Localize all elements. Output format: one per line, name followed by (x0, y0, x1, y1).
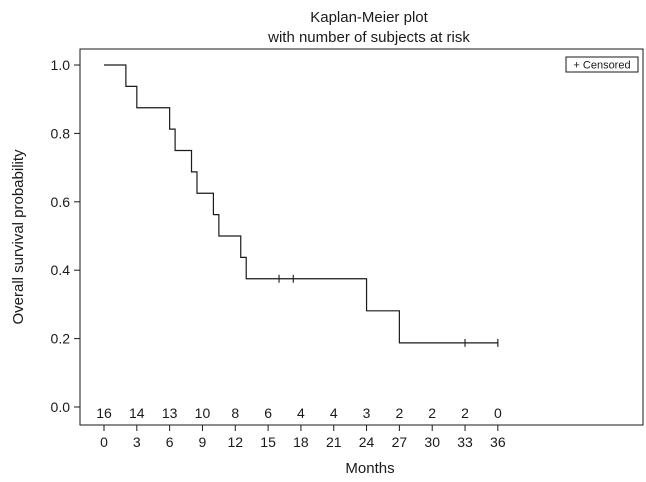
at-risk-count: 10 (195, 405, 211, 421)
at-risk-count: 2 (395, 405, 403, 421)
at-risk-count: 6 (264, 405, 272, 421)
y-tick-label: 0.6 (51, 194, 71, 210)
x-tick-label: 15 (260, 434, 276, 450)
x-tick-label: 24 (359, 434, 375, 450)
chart-title-line-2: with number of subjects at risk (267, 29, 470, 46)
y-tick-label: 0.8 (51, 125, 71, 141)
at-risk-count: 4 (297, 405, 305, 421)
x-axis-label: Months (345, 460, 394, 477)
at-risk-count: 3 (363, 405, 371, 421)
y-axis-ticks: 0.0 0.2 0.4 0.6 0.8 1.0 (51, 57, 80, 415)
at-risk-count: 2 (428, 405, 436, 421)
x-tick-label: 9 (199, 434, 207, 450)
plot-frame (79, 48, 644, 426)
y-tick-label: 0.4 (51, 262, 71, 278)
at-risk-count: 14 (129, 405, 145, 421)
x-axis-ticks: 0 3 6 9 12 15 18 21 24 27 30 33 36 (100, 425, 506, 450)
y-tick-label: 1.0 (51, 57, 71, 73)
x-tick-label: 27 (392, 434, 408, 450)
at-risk-count: 0 (494, 405, 502, 421)
at-risk-count: 2 (461, 405, 469, 421)
legend-text: + Censored (573, 60, 630, 72)
x-tick-label: 36 (490, 434, 506, 450)
at-risk-count: 13 (162, 405, 178, 421)
y-tick-label: 0.2 (51, 331, 71, 347)
x-tick-label: 21 (326, 434, 342, 450)
survival-curve-line (104, 64, 498, 344)
x-tick-label: 6 (166, 434, 174, 450)
x-tick-label: 0 (100, 434, 108, 450)
x-tick-label: 18 (293, 434, 309, 450)
x-tick-label: 3 (133, 434, 141, 450)
at-risk-count: 8 (231, 405, 239, 421)
x-tick-label: 30 (424, 434, 440, 450)
chart-title-line-1: Kaplan-Meier plot (310, 9, 428, 26)
x-tick-label: 33 (457, 434, 473, 450)
at-risk-count: 4 (330, 405, 338, 421)
legend: + Censored (565, 56, 639, 73)
y-axis-label: Overall survival probability (10, 149, 27, 325)
legend-box (565, 56, 639, 73)
chart-title: Kaplan-Meier plot with number of subject… (267, 9, 470, 46)
at-risk-row: 16 14 13 10 8 6 4 4 3 2 2 2 0 (96, 405, 502, 421)
x-tick-label: 12 (227, 434, 243, 450)
survival-curve-group (104, 64, 498, 344)
censor-marks-group (278, 274, 499, 347)
y-tick-label: 0.0 (51, 399, 71, 415)
at-risk-count: 16 (96, 405, 112, 421)
